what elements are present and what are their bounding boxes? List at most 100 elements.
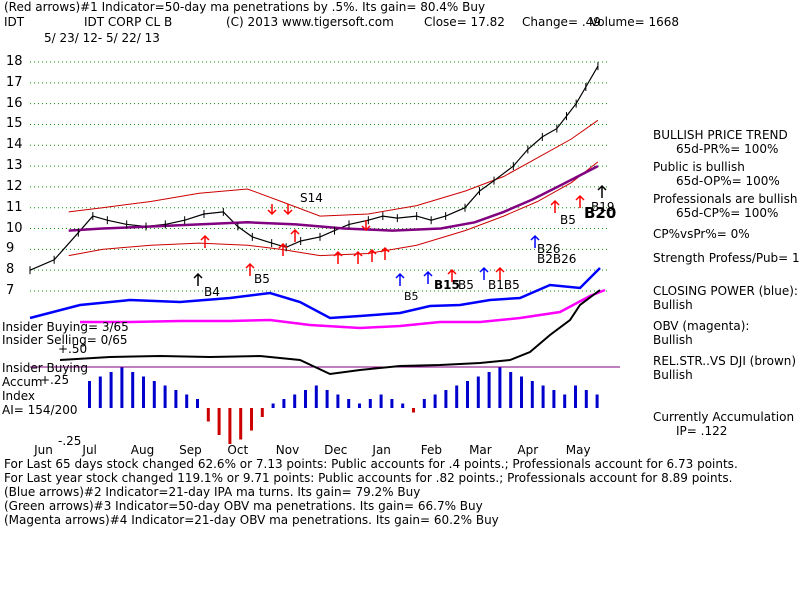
accumulation-bar xyxy=(498,367,502,408)
relstr-label: REL.STR..VS DJI (brown) xyxy=(653,354,797,368)
x-tick-label: Jun xyxy=(34,443,53,457)
accumulation-bar xyxy=(368,399,372,408)
accumulation-bar xyxy=(422,399,426,408)
trend-title: BULLISH PRICE TREND xyxy=(653,128,788,142)
obv-line xyxy=(80,288,606,330)
buy-arrow xyxy=(447,268,457,282)
accumulation-bar xyxy=(412,408,415,413)
accumulation-bar xyxy=(336,394,340,408)
closing-power-label: CLOSING POWER (blue): xyxy=(653,284,798,298)
header-indicator-line: (Red arrows)#1 Indicator=50-day ma penet… xyxy=(4,0,486,14)
x-tick-label: Mar xyxy=(469,443,492,457)
accumulation-bar xyxy=(206,408,210,422)
index-label: Index xyxy=(2,389,36,403)
close-value: Close= 17.82 xyxy=(424,15,505,29)
ip-value: IP= .122 xyxy=(676,424,728,438)
upper-band-line xyxy=(68,119,599,217)
accumulation-bar xyxy=(314,385,318,408)
accumulation-label: Currently Accumulation xyxy=(653,410,795,424)
accumulation-bar xyxy=(379,394,383,408)
x-tick-label: Jan xyxy=(372,443,391,457)
accumulation-bar xyxy=(196,399,199,408)
accumulation-bar xyxy=(325,390,329,408)
x-tick-label: Aug xyxy=(130,443,155,457)
accumulation-bar xyxy=(131,372,135,408)
y-tick-label: 8 xyxy=(6,262,15,278)
op-value: 65d-OP%= 100% xyxy=(676,174,780,188)
accumulation-bar xyxy=(476,376,480,408)
cp-vs-pr: CP%vsPr%= 0% xyxy=(653,227,750,241)
accumulation-bar xyxy=(401,403,405,408)
y-tick-label: 16 xyxy=(6,95,23,111)
accumulation-bar xyxy=(347,399,351,408)
y-tick-label: 11 xyxy=(6,199,23,215)
buy-arrow xyxy=(575,194,585,208)
accumulation-bar xyxy=(152,381,156,408)
signal-arrows xyxy=(193,184,607,286)
accumulation-bar xyxy=(142,376,145,408)
cp-value: 65d-CP%= 100% xyxy=(676,206,779,220)
buy-arrow xyxy=(550,199,560,213)
accumulation-bar xyxy=(282,399,286,408)
buy-arrow xyxy=(597,184,607,198)
strength-ratio: Strength Profess/Pub= 16 xyxy=(653,251,800,265)
accumulation-bar xyxy=(250,408,253,431)
accumulation-bar xyxy=(574,385,577,408)
accumulation-bar xyxy=(487,372,491,408)
accumulation-bar xyxy=(174,390,178,408)
price-series xyxy=(29,62,599,275)
buy-arrow xyxy=(290,228,300,242)
ai-value: AI= 154/200 xyxy=(2,403,78,417)
sell-arrow xyxy=(267,204,277,216)
relstr-state: Bullish xyxy=(653,368,693,382)
accumulation-bar xyxy=(444,390,448,408)
footer-green-arrows: (Green arrows)#3 Indicator=50-day OBV ma… xyxy=(4,499,483,513)
stock-name: IDT CORP CL B xyxy=(84,15,173,29)
buy-arrow xyxy=(245,262,255,276)
date-range: 5/ 23/ 12- 5/ 22/ 13 xyxy=(44,31,160,45)
x-tick-label: Nov xyxy=(275,443,300,457)
y-tick-label: 7 xyxy=(6,283,15,298)
x-tick-label: Oct xyxy=(227,443,249,457)
accumulation-bar xyxy=(520,376,523,408)
closing-power-state: Bullish xyxy=(653,298,693,312)
buy-arrow xyxy=(200,234,210,248)
change-value: Change= .49 xyxy=(522,15,601,29)
accumulation-bar xyxy=(563,394,567,408)
accumulation-bar xyxy=(552,390,556,408)
buy-arrow xyxy=(479,266,489,280)
buy-arrow xyxy=(380,246,390,260)
copyright: (C) 2013 www.tigersoft.com xyxy=(226,15,394,29)
accum-scale-minus25: -.25 xyxy=(58,434,82,448)
accumulation-bar xyxy=(304,390,307,408)
x-tick-label: Feb xyxy=(420,443,442,457)
closing-power-line xyxy=(29,267,601,320)
x-tick-label: Apr xyxy=(517,443,539,457)
y-tick-label: 14 xyxy=(6,137,23,153)
footer-magenta-arrows: (Magenta arrows)#4 Indicator=21-day OBV … xyxy=(4,513,499,527)
accum-label: Accum xyxy=(2,375,43,389)
signal-b15: B15 xyxy=(434,278,460,292)
y-tick-label: 17 xyxy=(6,74,23,90)
insider-selling-count: Insider Selling= 0/65 xyxy=(2,333,128,347)
price-line xyxy=(29,65,599,271)
accumulation-bar xyxy=(390,399,394,408)
signal-b5-apr: B5 xyxy=(560,213,576,227)
signal-b19: B19 xyxy=(591,200,615,214)
accumulation-bar xyxy=(509,372,513,408)
buy-arrow xyxy=(278,242,288,256)
y-tick-label: 10 xyxy=(6,220,23,236)
insider-buying-count: Insider Buying= 3/65 xyxy=(2,320,129,334)
buy-arrow xyxy=(367,248,377,262)
buy-arrow xyxy=(495,266,505,280)
accum-scale-plus25: +.25 xyxy=(40,373,70,387)
accumulation-bar xyxy=(88,381,91,408)
y-tick-label: 12 xyxy=(6,178,23,194)
signal-b5-sep: B5 xyxy=(254,272,270,286)
pros-bullish: Professionals are bullish xyxy=(653,192,798,206)
gridlines xyxy=(30,61,610,292)
lower-band-line xyxy=(68,161,599,257)
footer-blue-arrows: (Blue arrows)#2 Indicator=21-day IPA ma … xyxy=(4,485,421,499)
footer-65day: For Last 65 days stock changed 62.6% or … xyxy=(4,457,738,471)
